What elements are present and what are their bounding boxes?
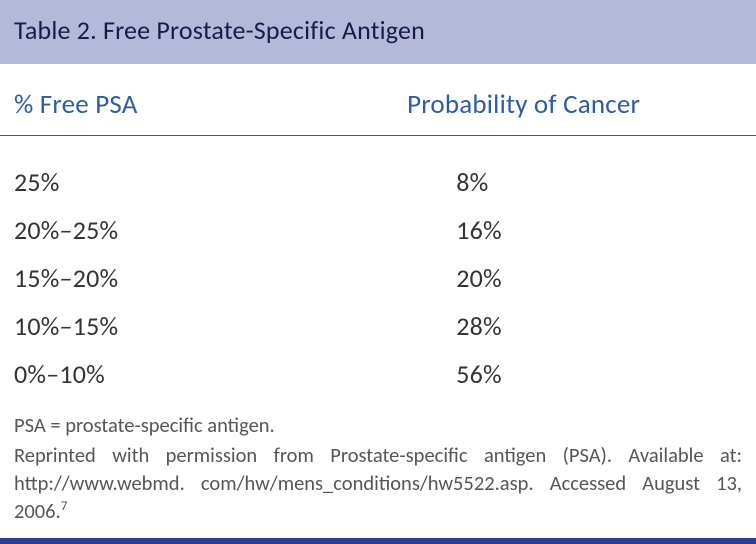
table-title: Table 2. Free Prostate-Specific Antigen: [0, 0, 756, 64]
cell-psa: 10%–15%: [14, 302, 436, 350]
footnote-ref: 7: [61, 497, 68, 514]
table-row: 0%–10% 56%: [14, 350, 742, 398]
cell-probability: 56%: [436, 350, 742, 398]
table-row: 10%–15% 28%: [14, 302, 742, 350]
table-row: 20%–25% 16%: [14, 206, 742, 254]
table-row: 15%–20% 20%: [14, 254, 742, 302]
table-header-row: % Free PSA Probability of Cancer: [0, 64, 756, 136]
cell-psa: 25%: [14, 158, 436, 206]
table-container: Table 2. Free Prostate-Specific Antigen …: [0, 0, 756, 544]
footnotes: PSA = prostate-specific antigen. Reprint…: [0, 408, 756, 544]
cell-probability: 20%: [436, 254, 742, 302]
cell-psa: 20%–25%: [14, 206, 436, 254]
footnote-abbrev: PSA = prostate-specific antigen.: [14, 412, 742, 440]
cell-psa: 0%–10%: [14, 350, 436, 398]
footnote-credit: Reprinted with permission from Prostate-…: [14, 442, 742, 526]
table-body: 25% 8% 20%–25% 16% 15%–20% 20% 10%–15% 2…: [0, 136, 756, 408]
footnote-credit-text: Reprinted with permission from Prostate-…: [14, 442, 742, 524]
table-row: 25% 8%: [14, 158, 742, 206]
cell-psa: 15%–20%: [14, 254, 436, 302]
column-header-psa: % Free PSA: [14, 88, 407, 121]
cell-probability: 28%: [436, 302, 742, 350]
cell-probability: 8%: [436, 158, 742, 206]
column-header-probability: Probability of Cancer: [407, 88, 742, 121]
cell-probability: 16%: [436, 206, 742, 254]
